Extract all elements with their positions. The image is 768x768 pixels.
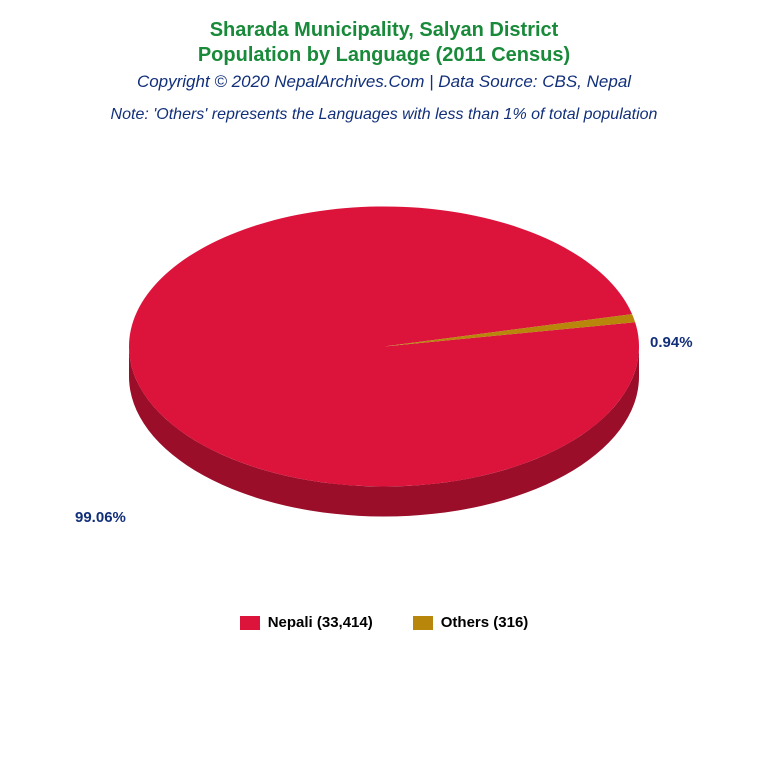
- legend-label-others: Others (316): [441, 614, 529, 631]
- legend-swatch-nepali: [240, 616, 260, 630]
- title-line-1: Sharada Municipality, Salyan District: [0, 18, 768, 43]
- percent-label-nepali: 99.06%: [75, 509, 126, 526]
- legend-item-others: Others (316): [413, 614, 529, 631]
- note-text: Note: 'Others' represents the Languages …: [0, 106, 768, 124]
- legend-item-nepali: Nepali (33,414): [240, 614, 373, 631]
- title-line-2: Population by Language (2011 Census): [0, 43, 768, 68]
- legend-label-nepali: Nepali (33,414): [268, 614, 373, 631]
- chart-header: Sharada Municipality, Salyan District Po…: [0, 0, 768, 124]
- legend: Nepali (33,414) Others (316): [0, 614, 768, 631]
- copyright-text: Copyright © 2020 NepalArchives.Com | Dat…: [0, 72, 768, 92]
- legend-swatch-others: [413, 616, 433, 630]
- pie-chart: 99.06% 0.94%: [0, 124, 768, 604]
- pie-svg: [119, 197, 649, 527]
- pie-container: [119, 197, 649, 532]
- percent-label-others: 0.94%: [650, 334, 693, 351]
